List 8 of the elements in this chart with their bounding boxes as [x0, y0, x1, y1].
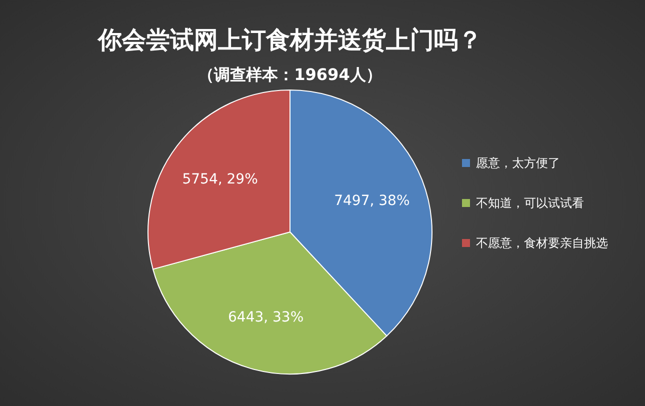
chart-subtitle: （调查样本：19694人）: [198, 65, 382, 84]
data-label: 5754, 29%: [182, 172, 258, 188]
chart-title: 你会尝试网上订食材并送货上门吗？: [97, 26, 482, 54]
data-label: 7497, 38%: [334, 192, 410, 209]
legend-label: 不愿意，食材要亲自挑选: [476, 236, 608, 250]
legend-label: 不知道，可以试试看: [476, 196, 584, 210]
slice-label: 愿意，太方便了: [476, 156, 560, 170]
data-label: 6443, 33%: [228, 310, 304, 326]
